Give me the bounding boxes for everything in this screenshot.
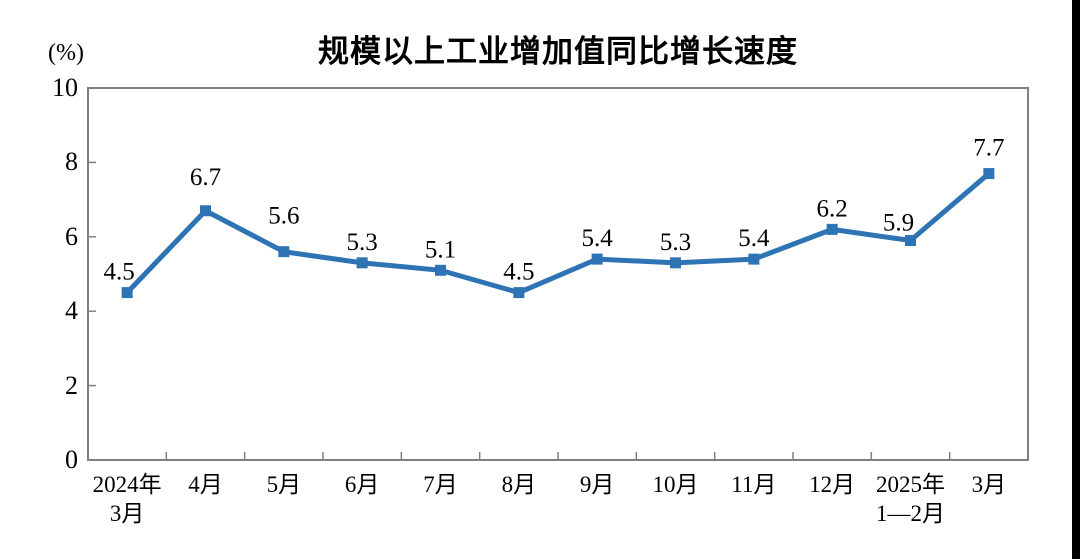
data-label: 5.3 bbox=[347, 229, 378, 256]
y-tick-label: 6 bbox=[65, 221, 78, 251]
data-point-marker bbox=[905, 235, 916, 247]
x-tick-label: 7月 bbox=[423, 472, 458, 497]
data-point-marker bbox=[591, 253, 603, 265]
x-tick-label: 6月 bbox=[344, 472, 380, 497]
data-label: 5.4 bbox=[582, 225, 614, 252]
data-point-marker bbox=[748, 253, 760, 265]
right-edge-strip bbox=[1072, 0, 1080, 559]
data-point-marker bbox=[983, 168, 995, 180]
x-tick-label: 9月 bbox=[579, 472, 615, 497]
data-point-marker bbox=[513, 287, 525, 299]
data-label: 5.6 bbox=[268, 203, 299, 230]
y-tick-label: 10 bbox=[52, 73, 78, 102]
data-label: 5.9 bbox=[883, 210, 914, 237]
y-tick-label: 4 bbox=[65, 296, 78, 326]
y-axis-unit-label: (%) bbox=[48, 40, 84, 66]
plot-border bbox=[87, 87, 1029, 461]
data-label: 7.7 bbox=[973, 135, 1004, 162]
data-label: 5.4 bbox=[738, 225, 770, 252]
data-label: 4.5 bbox=[503, 259, 534, 286]
chart-title: 规模以上工业增加值同比增长速度 bbox=[318, 34, 798, 69]
data-label: 6.2 bbox=[817, 195, 848, 222]
y-tick-label: 8 bbox=[65, 147, 78, 177]
data-label: 6.7 bbox=[190, 164, 221, 191]
x-tick-label: 8月 bbox=[501, 472, 537, 497]
data-label: 4.5 bbox=[104, 259, 135, 286]
x-tick-label: 5月 bbox=[266, 472, 302, 497]
data-point-marker bbox=[826, 223, 838, 235]
data-label: 5.1 bbox=[425, 236, 456, 263]
x-tick-label: 12月 bbox=[809, 472, 856, 497]
data-point-marker bbox=[278, 246, 290, 258]
data-point-marker bbox=[356, 257, 368, 269]
x-tick-label: 3月 bbox=[971, 472, 1007, 497]
data-point-marker bbox=[200, 205, 211, 217]
data-point-marker bbox=[670, 257, 681, 269]
data-label: 5.3 bbox=[660, 229, 691, 256]
x-tick-label: 10月 bbox=[652, 472, 699, 497]
data-point-marker bbox=[121, 287, 133, 299]
y-tick-label: 2 bbox=[65, 370, 78, 400]
x-tick-label: 2025年 1—2月 bbox=[876, 472, 945, 526]
x-tick-label: 2024年 3月 bbox=[92, 472, 162, 526]
series-line bbox=[125, 171, 991, 296]
y-tick-label: 0 bbox=[65, 445, 78, 474]
x-tick-label: 11月 bbox=[731, 472, 777, 497]
x-tick-label: 4月 bbox=[188, 472, 223, 497]
data-point-marker bbox=[435, 264, 446, 276]
